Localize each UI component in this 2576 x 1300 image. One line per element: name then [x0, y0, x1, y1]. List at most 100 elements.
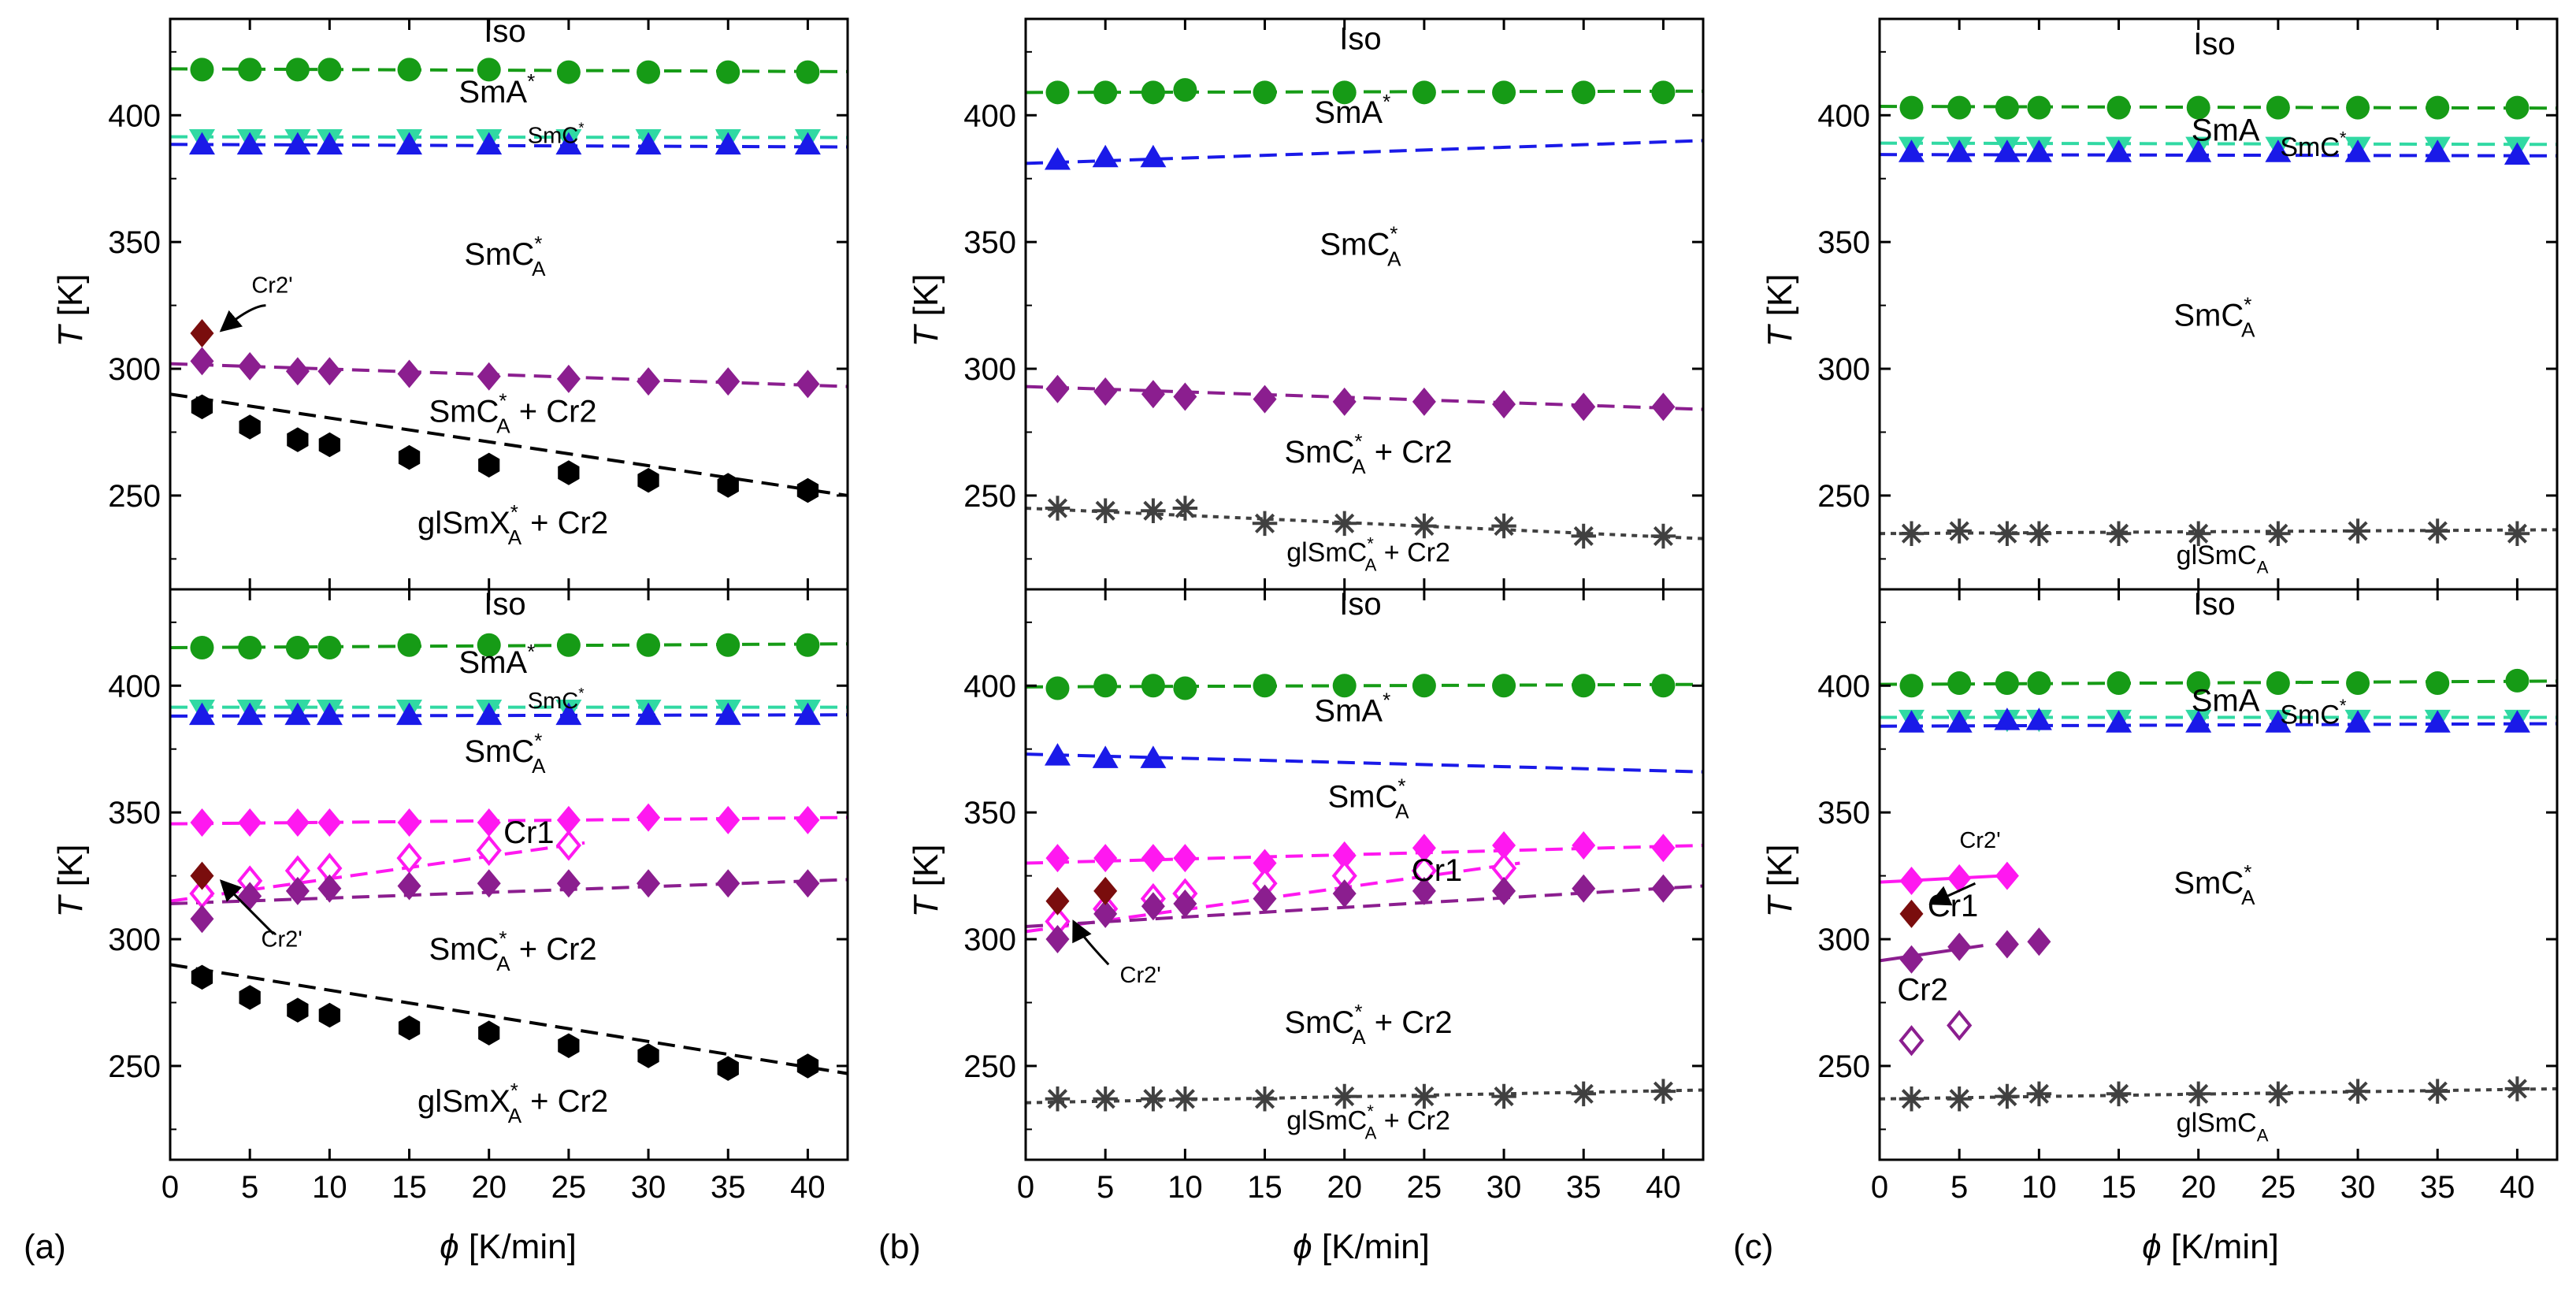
data-point-b-top-s2-1	[1093, 377, 1118, 407]
data-point-a-bottom-s3-7	[637, 803, 661, 832]
data-point-a-top-s3-3	[317, 357, 342, 386]
data-point-b-bottom-s6-4	[1252, 1086, 1278, 1112]
y-tick-label-a-bottom-300: 300	[108, 923, 161, 957]
panel-letter-b: (b)	[878, 1228, 921, 1266]
x-tick-label-b-bottom-35: 35	[1566, 1170, 1602, 1205]
fit-line-c-top-1	[1879, 141, 2558, 147]
y-axis-var-a-top: T	[51, 323, 90, 347]
data-point-c-bottom-s2-8	[2424, 710, 2451, 733]
x-axis-label-b: ϕ [K/min]	[1293, 1228, 1430, 1266]
data-point-c-bottom-s3-1	[1947, 864, 1972, 893]
data-point-b-bottom-s5-0	[1045, 886, 1070, 916]
data-point-a-top-s3-9	[796, 370, 820, 399]
data-point-b-bottom-s4-6	[1412, 876, 1436, 905]
data-point-c-bottom-s4-3	[2027, 927, 2051, 956]
data-point-a-bottom-s0-9	[796, 633, 820, 657]
y-axis-var-c-bottom: T	[1761, 893, 1799, 917]
data-point-c-top-s2-5	[2185, 139, 2212, 162]
data-point-a-top-s2-3	[316, 132, 343, 155]
data-point-a-bottom-s0-0	[190, 636, 214, 660]
data-point-c-bottom-s0-4	[2106, 671, 2131, 696]
data-point-b-top-s3-2	[1141, 498, 1166, 523]
data-point-a-top-s2-9	[794, 132, 821, 155]
phase-label-c-bottom-0: Iso	[2193, 587, 2235, 622]
phase-label-c-top-1: SmA	[2192, 113, 2260, 147]
data-point-a-bottom-s2-4	[396, 702, 423, 726]
phase-label-c-bottom-3: Cr2'	[1959, 828, 2000, 853]
data-point-c-top-s2-9	[2504, 142, 2530, 165]
data-point-c-bottom-s2-9	[2504, 710, 2530, 733]
x-axis-unit-a: [K/min]	[459, 1228, 577, 1266]
data-point-a-bottom-s0-1	[238, 636, 262, 660]
phase-label-a-bottom-7: glSmX* A + Cr2	[418, 1079, 608, 1127]
fit-line-b-bottom-6	[1025, 1088, 1704, 1105]
phase-label-main-a-bottom-1: SmA	[458, 645, 527, 680]
fit-line-a-bottom-3	[169, 815, 848, 826]
data-point-b-top-s2-4	[1253, 384, 1277, 414]
phase-label-b-bottom-4: Cr2'	[1120, 963, 1161, 988]
data-point-c-top-s2-3	[2025, 139, 2052, 162]
phase-label-sup-b-top-4: *	[1367, 533, 1374, 553]
data-point-a-bottom-s3-5	[477, 808, 501, 838]
data-point-c-bottom-s7-9	[2504, 1076, 2530, 1101]
data-point-a-top-s3-1	[238, 351, 262, 381]
fit-line-a-bottom-4	[169, 841, 585, 903]
fit-line-c-bottom-7	[1879, 1086, 2558, 1101]
data-point-a-bottom-s7-6	[558, 1033, 580, 1058]
data-point-c-top-s0-8	[2426, 95, 2450, 120]
data-point-b-bottom-s2-3	[1173, 844, 1197, 873]
data-point-c-bottom-s3-0	[1899, 867, 1924, 896]
data-point-a-top-s3-6	[556, 364, 581, 393]
x-tick-label-c-bottom-25: 25	[2261, 1170, 2296, 1205]
data-point-c-top-s3-7	[2345, 518, 2370, 544]
phase-label-a-top-3: SmC* A	[464, 232, 546, 280]
phase-label-sup-a-top-2: *	[578, 120, 585, 136]
data-point-b-bottom-s4-5	[1332, 879, 1357, 908]
data-point-a-bottom-s4-5	[476, 834, 502, 867]
data-point-c-top-s3-9	[2504, 521, 2530, 546]
phase-label-a-bottom-1: SmA*	[458, 640, 535, 680]
phase-label-main-a-bottom-6: SmC	[429, 932, 499, 967]
data-point-a-bottom-s5-5	[477, 869, 501, 898]
data-point-a-bottom-s2-9	[794, 702, 821, 726]
y-tick-label-b-bottom-350: 350	[963, 796, 1016, 830]
phase-label-a-top-4: Cr2'	[251, 273, 292, 299]
data-point-a-bottom-s6-0	[190, 861, 214, 890]
phase-label-main-c-bottom-5: SmC	[2173, 866, 2244, 901]
data-point-c-bottom-s2-0	[1898, 710, 1925, 733]
data-point-c-bottom-s2-2	[1994, 708, 2021, 730]
phase-label-main-b-bottom-5: SmC	[1284, 1005, 1354, 1040]
phase-label-c-bottom-7: glSmCA	[2177, 1109, 2269, 1146]
data-point-a-top-s5-1	[239, 414, 261, 440]
y-tick-label-c-bottom-300: 300	[1817, 923, 1870, 957]
fit-line-b-bottom-4	[1025, 884, 1704, 928]
phase-label-sub-a-bottom-3: A	[532, 754, 546, 778]
data-point-a-top-s0-3	[317, 58, 342, 82]
data-point-a-top-s2-6	[555, 132, 582, 155]
data-point-b-top-s1-0	[1044, 147, 1071, 170]
data-point-c-bottom-s0-7	[2346, 671, 2370, 696]
data-point-a-top-s5-6	[558, 460, 580, 485]
data-point-b-top-s1-1	[1092, 144, 1119, 168]
phase-label-c-bottom-6: Cr2	[1897, 972, 1947, 1007]
y-tick-label-b-bottom-300: 300	[963, 923, 1016, 957]
phase-label-main-b-bottom-1: SmA	[1314, 693, 1383, 728]
data-point-c-top-s3-2	[1995, 521, 2020, 546]
phase-label-main-a-bottom-3: SmC	[464, 734, 534, 769]
phase-label-main-c-top-2: SmC	[2280, 132, 2340, 162]
phase-label-main-a-top-4: Cr2'	[251, 273, 292, 299]
panel-letter-c: (c)	[1733, 1228, 1773, 1266]
data-point-b-bottom-s2-6	[1412, 834, 1436, 863]
data-point-b-top-s2-0	[1045, 374, 1070, 403]
phase-label-c-bottom-2: SmC*	[2280, 696, 2347, 730]
fit-line-a-top-5	[169, 392, 848, 497]
phase-label-b-bottom-1: SmA*	[1314, 688, 1390, 728]
fit-line-c-top-3	[1879, 528, 2558, 536]
data-point-b-bottom-s1-1	[1092, 745, 1119, 768]
data-point-b-bottom-s1-2	[1140, 745, 1167, 768]
data-point-b-top-s2-5	[1332, 387, 1357, 416]
data-point-c-bottom-s7-3	[2026, 1081, 2052, 1107]
fit-line-c-top-0	[1879, 105, 2558, 110]
phase-label-sup-a-bottom-2: *	[578, 685, 585, 701]
data-point-a-bottom-s0-6	[556, 633, 581, 657]
